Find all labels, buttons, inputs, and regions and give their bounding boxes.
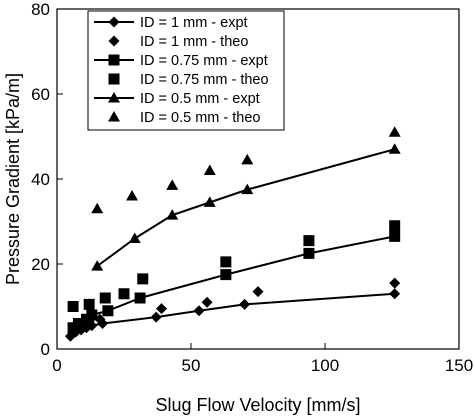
data-point [72, 318, 84, 329]
y-axis-title: Pressure Gradient [kPa/m] [3, 73, 23, 285]
y-tick-label: 20 [31, 255, 50, 274]
legend-label: ID = 0.75 mm - expt [140, 53, 268, 69]
data-point [166, 209, 179, 220]
legend-label: ID = 0.5 mm - theo [140, 110, 260, 126]
data-point [128, 232, 141, 243]
data-point [389, 230, 401, 242]
data-point [134, 292, 146, 304]
data-point [303, 235, 315, 247]
legend-marker [108, 111, 120, 122]
legend-label: ID = 1 mm - expt [140, 15, 248, 31]
legend-marker [108, 35, 120, 47]
data-point [388, 126, 401, 137]
legend-label: ID = 0.75 mm - theo [140, 72, 269, 88]
data-point [166, 179, 179, 190]
data-point [389, 288, 401, 300]
data-point [239, 298, 251, 310]
y-tick-label: 80 [31, 0, 50, 19]
legend-marker [108, 54, 120, 66]
legend-box [87, 10, 285, 131]
data-point [150, 311, 162, 323]
x-tick-label: 150 [445, 356, 473, 375]
data-point [118, 288, 130, 300]
data-point [389, 220, 401, 232]
data-point [388, 143, 401, 154]
data-point [86, 309, 98, 321]
axis-ticks: 0 50 100 150 0 20 40 60 80 [31, 0, 473, 375]
x-tick-label: 50 [182, 356, 201, 375]
data-point [83, 298, 95, 310]
data-point [203, 164, 216, 175]
data-point [303, 247, 315, 259]
legend-label: ID = 1 mm - theo [140, 34, 248, 50]
data-point [201, 296, 213, 308]
data-point [137, 273, 149, 285]
data-point [220, 269, 232, 281]
legend-label: ID = 0.5 mm - expt [140, 91, 260, 107]
data-point [67, 301, 79, 312]
data-point [102, 305, 114, 317]
x-axis-title: Slug Flow Velocity [mm/s] [155, 395, 360, 415]
legend-marker [108, 92, 120, 103]
data-point [99, 292, 111, 304]
series-line [96, 148, 395, 267]
data-point [252, 286, 264, 298]
data-point [156, 303, 168, 315]
x-tick-label: 0 [52, 356, 61, 375]
data-point [193, 305, 205, 317]
data-point [241, 183, 254, 195]
legend-marker [108, 73, 120, 85]
x-tick-label: 100 [311, 356, 339, 375]
y-tick-label: 0 [41, 340, 50, 359]
data-point [91, 202, 104, 214]
data-point [203, 196, 216, 207]
data-point [91, 260, 104, 271]
legend: ID = 1 mm - expt ID = 1 mm - theo ID = 0.7… [87, 10, 285, 131]
series-points [64, 126, 401, 342]
data-point [220, 256, 232, 268]
legend-marker [108, 16, 120, 28]
y-tick-label: 60 [31, 85, 50, 104]
data-point [389, 277, 401, 289]
data-point [126, 190, 139, 201]
y-tick-label: 40 [31, 170, 50, 189]
data-point [241, 153, 254, 165]
